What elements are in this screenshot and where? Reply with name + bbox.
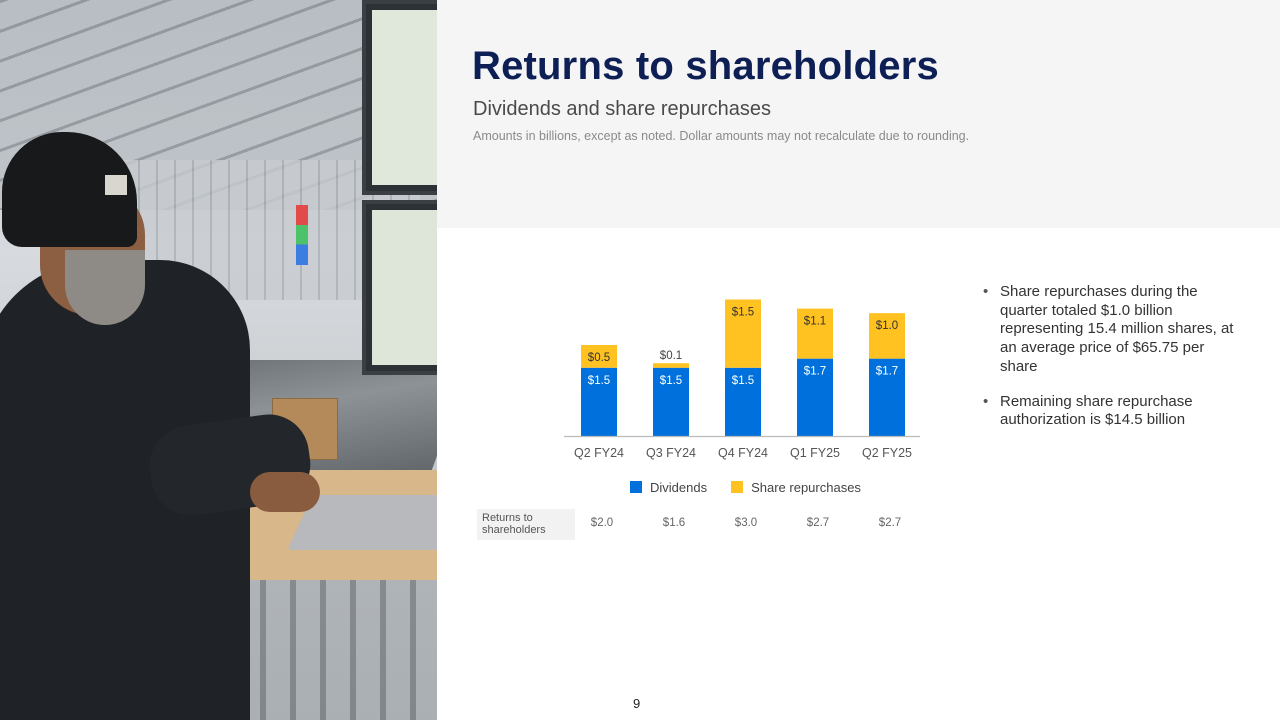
stacked-bar-chart: $1.5 $0.5 Q2 FY24 $1.5 $0.1 Q3 FY24 $1.5 $1.5 Q4… — [564, 299, 920, 460]
bullet-item: Share repurchases during the quarter tot… — [983, 283, 1243, 377]
data-label: $1.7 — [876, 366, 898, 378]
bar-dividends — [653, 367, 689, 436]
bar-repurchases — [653, 363, 689, 368]
returns-value: $2.7 — [878, 517, 902, 529]
returns-value: $1.6 — [662, 517, 686, 529]
data-label: $1.5 — [732, 375, 754, 387]
data-label: $1.7 — [804, 366, 826, 378]
returns-value: $2.7 — [806, 517, 830, 529]
workstation-monitor — [362, 0, 437, 195]
bar-repurchases — [581, 345, 617, 368]
beanie-label — [105, 175, 127, 195]
bar-dividends — [581, 367, 617, 436]
page-number: 9 — [633, 696, 641, 711]
legend-item-dividends: Dividends — [630, 480, 707, 495]
data-label: $1.5 — [732, 307, 754, 319]
x-tick-label: Q2 FY25 — [862, 446, 912, 460]
commentary-bullets: Share repurchases during the quarter tot… — [983, 283, 1243, 446]
x-tick-label: Q2 FY24 — [574, 446, 624, 460]
workstation-monitor — [362, 200, 437, 375]
bar-dividends — [869, 358, 905, 436]
legend-swatch-dividends — [630, 481, 642, 493]
chart-legend: Dividends Share repurchases — [630, 478, 885, 496]
legend-swatch-repurchases — [731, 481, 744, 493]
header-band — [437, 0, 1280, 228]
bullet-item: Remaining share repurchase authorization… — [983, 393, 1243, 430]
data-label: $1.0 — [876, 320, 898, 332]
bar-repurchases — [725, 299, 761, 368]
data-label: $1.1 — [804, 316, 826, 328]
worker-beard — [65, 250, 145, 325]
legend-item-repurchases: Share repurchases — [731, 480, 861, 495]
legend-label-dividends: Dividends — [650, 479, 708, 495]
footnote: Amounts in billions, except as noted. Do… — [473, 129, 970, 143]
page-subtitle: Dividends and share repurchases — [473, 98, 771, 120]
bar-repurchases — [797, 308, 833, 359]
returns-value: $3.0 — [734, 517, 758, 529]
data-label: $1.5 — [660, 375, 682, 387]
returns-row-label: Returns to shareholders — [477, 509, 575, 540]
signal-light-tower — [296, 205, 308, 265]
x-tick-label: Q4 FY24 — [718, 446, 768, 460]
data-label: $0.1 — [660, 350, 682, 362]
page-title: Returns to shareholders — [472, 44, 939, 88]
bar-dividends — [725, 367, 761, 436]
bar-repurchases — [869, 313, 905, 359]
x-tick-label: Q1 FY25 — [790, 446, 840, 460]
x-tick-label: Q3 FY24 — [646, 446, 696, 460]
returns-value: $2.0 — [590, 517, 614, 529]
legend-label-repurchases: Share repurchases — [751, 479, 861, 495]
data-label: $0.5 — [588, 352, 610, 364]
worker-hand — [250, 472, 320, 512]
bar-dividends — [797, 358, 833, 436]
warehouse-worker-photo — [0, 0, 437, 720]
data-label: $1.5 — [588, 375, 610, 387]
